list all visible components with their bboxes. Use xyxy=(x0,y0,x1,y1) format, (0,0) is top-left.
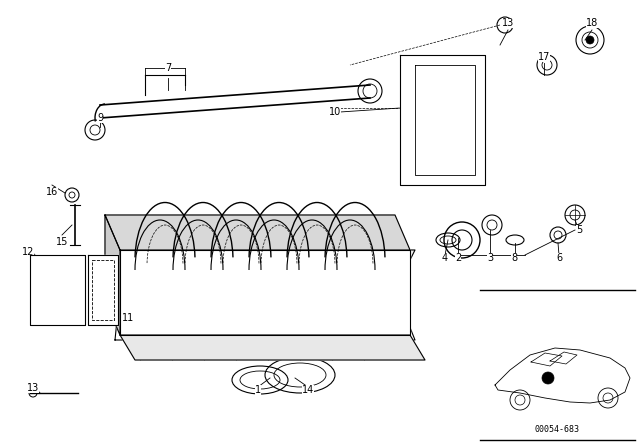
Circle shape xyxy=(586,36,594,44)
Text: 7: 7 xyxy=(165,63,171,73)
Text: 15: 15 xyxy=(56,237,68,247)
Text: 8: 8 xyxy=(511,253,517,263)
Polygon shape xyxy=(105,215,410,250)
Polygon shape xyxy=(115,250,415,290)
Circle shape xyxy=(542,372,554,384)
Text: 12: 12 xyxy=(22,247,34,257)
Polygon shape xyxy=(120,250,410,335)
Text: 14: 14 xyxy=(302,385,314,395)
Polygon shape xyxy=(88,255,118,325)
Text: 10: 10 xyxy=(329,107,341,117)
Polygon shape xyxy=(115,180,395,345)
Text: 00054-683: 00054-683 xyxy=(534,425,579,434)
Polygon shape xyxy=(105,215,120,335)
Polygon shape xyxy=(115,290,415,340)
Text: 2: 2 xyxy=(455,253,461,263)
Text: 9: 9 xyxy=(97,113,103,123)
Text: 6: 6 xyxy=(556,253,562,263)
Text: 18: 18 xyxy=(586,18,598,28)
Text: 11: 11 xyxy=(122,313,134,323)
Text: 5: 5 xyxy=(576,225,582,235)
Text: 17: 17 xyxy=(538,52,550,62)
Text: 13: 13 xyxy=(27,383,39,393)
Text: 3: 3 xyxy=(487,253,493,263)
Polygon shape xyxy=(30,255,85,325)
Polygon shape xyxy=(120,335,425,360)
Text: 4: 4 xyxy=(442,253,448,263)
Text: 16: 16 xyxy=(46,187,58,197)
Text: 1: 1 xyxy=(255,385,261,395)
Polygon shape xyxy=(400,55,485,185)
Text: 13: 13 xyxy=(502,18,514,28)
